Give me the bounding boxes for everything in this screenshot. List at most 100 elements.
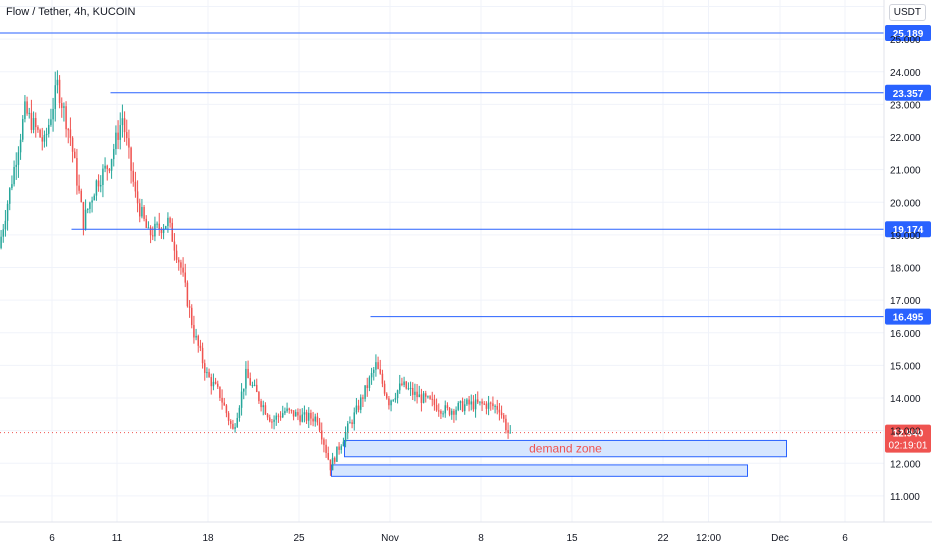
candle-body bbox=[407, 388, 410, 390]
candle-body bbox=[30, 112, 33, 130]
candle-body bbox=[69, 129, 72, 138]
candle-body bbox=[102, 168, 104, 185]
candle-body bbox=[91, 200, 93, 203]
candle-body bbox=[385, 393, 388, 399]
x-tick-label: 22 bbox=[657, 533, 669, 544]
candle-body bbox=[247, 368, 249, 379]
candle-body bbox=[17, 152, 20, 165]
candle-body bbox=[489, 402, 492, 404]
candle-body bbox=[221, 397, 223, 403]
candle-body bbox=[342, 441, 345, 447]
candle-body bbox=[60, 103, 63, 108]
candle-body bbox=[381, 373, 384, 384]
candle-body bbox=[162, 228, 165, 234]
candle-body bbox=[398, 383, 401, 391]
candle-body bbox=[476, 399, 479, 403]
candle-body bbox=[15, 164, 18, 167]
candle-body bbox=[403, 381, 405, 385]
candle-body bbox=[392, 399, 395, 401]
candle-body bbox=[6, 203, 9, 221]
candle-body bbox=[377, 362, 379, 369]
candle-body bbox=[21, 119, 24, 140]
candle-body bbox=[442, 413, 444, 415]
candle-body bbox=[65, 106, 67, 130]
candle-body bbox=[67, 129, 70, 131]
price-level-label: 23.357 bbox=[893, 89, 924, 100]
currency-selector[interactable]: USDT bbox=[888, 4, 926, 21]
y-tick-label: 21.000 bbox=[890, 166, 921, 177]
candle-body bbox=[227, 413, 230, 421]
candle-body bbox=[47, 124, 50, 134]
candle-body bbox=[167, 217, 169, 227]
candle-body bbox=[160, 229, 163, 234]
y-tick-label: 16.000 bbox=[890, 329, 921, 340]
candle-body bbox=[180, 262, 182, 268]
candle-body bbox=[80, 190, 83, 203]
candle-body bbox=[232, 423, 234, 429]
candle-body bbox=[112, 149, 115, 160]
candle-body bbox=[303, 412, 306, 415]
candle-body bbox=[333, 457, 336, 462]
candle-body bbox=[2, 229, 5, 237]
price-level-label: 16.495 bbox=[893, 313, 924, 324]
candle-body bbox=[355, 405, 358, 413]
candle-body bbox=[199, 345, 202, 348]
candle-body bbox=[284, 411, 286, 414]
candle-body bbox=[310, 412, 312, 419]
candle-body bbox=[346, 423, 349, 433]
candle-body bbox=[457, 403, 460, 410]
candle-body bbox=[253, 384, 256, 386]
candle-body bbox=[275, 415, 278, 420]
candle-body bbox=[240, 391, 243, 408]
candle-body bbox=[206, 372, 208, 374]
candle-body bbox=[468, 399, 470, 405]
candle-body bbox=[329, 459, 332, 471]
candle-body bbox=[73, 151, 76, 159]
candle-body bbox=[71, 137, 74, 152]
candle-body bbox=[288, 408, 291, 410]
candle-body bbox=[487, 402, 490, 409]
candle-body bbox=[336, 446, 338, 462]
candle-body bbox=[229, 420, 232, 424]
candle-body bbox=[26, 101, 28, 114]
candle-body bbox=[78, 185, 80, 191]
candle-body bbox=[242, 388, 245, 392]
candle-body bbox=[459, 401, 462, 404]
candle-body bbox=[4, 220, 7, 230]
candle-body bbox=[273, 419, 275, 422]
candle-body bbox=[82, 202, 85, 229]
y-tick-label: 18.000 bbox=[890, 264, 921, 275]
candle-body bbox=[409, 387, 412, 389]
candle-body bbox=[147, 227, 150, 229]
candle-body bbox=[34, 118, 37, 128]
candle-body bbox=[138, 203, 141, 217]
candle-body bbox=[463, 404, 466, 412]
candle-body bbox=[264, 405, 267, 415]
candle-body bbox=[50, 119, 52, 125]
candle-body bbox=[141, 207, 143, 217]
candle-body bbox=[115, 132, 117, 150]
candle-body bbox=[474, 399, 477, 410]
candle-body bbox=[145, 218, 148, 228]
demand-zone-rect[interactable] bbox=[331, 464, 748, 477]
y-tick-label: 15.000 bbox=[890, 361, 921, 372]
candle-body bbox=[201, 347, 204, 364]
demand-zone-rect[interactable] bbox=[344, 439, 787, 458]
candle-body bbox=[481, 401, 483, 404]
candle-body bbox=[125, 132, 128, 139]
candle-body bbox=[509, 432, 512, 434]
chart-title: Flow / Tether, 4h, KUCOIN bbox=[6, 6, 136, 18]
candle-body bbox=[297, 412, 299, 416]
price-level-badge bbox=[885, 24, 931, 41]
candle-body bbox=[496, 405, 499, 410]
y-tick-label: 12.000 bbox=[890, 459, 921, 470]
candle-body bbox=[158, 223, 161, 230]
y-tick-label: 25.000 bbox=[890, 35, 921, 46]
candle-body bbox=[19, 139, 22, 153]
candle-body bbox=[245, 368, 247, 389]
candle-body bbox=[223, 402, 226, 406]
candle-body bbox=[195, 335, 197, 338]
candle-body bbox=[188, 306, 191, 308]
candle-body bbox=[277, 415, 280, 417]
